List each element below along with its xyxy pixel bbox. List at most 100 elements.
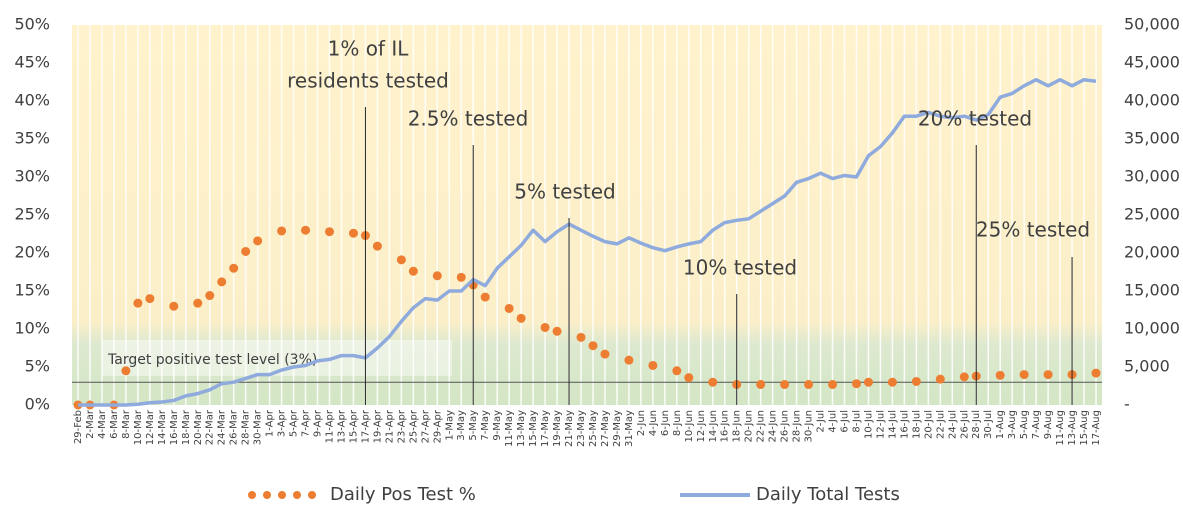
x-tick-label: 12-Jun xyxy=(696,410,707,443)
y2-tick-label: 20,000 xyxy=(1124,243,1180,262)
legend-swatch xyxy=(263,491,271,499)
x-tick-label: 4-Mar xyxy=(97,409,108,439)
x-tick-label: 8-Mar xyxy=(121,409,132,439)
data-dot xyxy=(217,277,227,287)
x-tick-label: 4-Jul xyxy=(828,410,839,433)
data-dot xyxy=(301,225,311,235)
x-tick-label: 6-Mar xyxy=(109,409,120,439)
x-tick-label: 27-May xyxy=(600,410,611,447)
x-tick-label: 10-Mar xyxy=(133,409,144,445)
data-dot xyxy=(911,376,921,386)
data-dot xyxy=(325,227,334,237)
x-tick-label: 16-Jul xyxy=(899,410,910,439)
x-tick-label: 18-Jun xyxy=(732,410,743,443)
legend-label: Daily Pos Test % xyxy=(330,484,476,505)
x-tick-label: 30-Jul xyxy=(983,410,994,439)
annotation-text: residents tested xyxy=(287,69,449,93)
x-tick-label: 5-May xyxy=(468,410,479,441)
data-dot xyxy=(1019,370,1029,380)
x-tick-label: 16-Mar xyxy=(169,409,180,445)
data-dot xyxy=(552,326,562,336)
x-tick-label: 21-May xyxy=(564,410,575,447)
x-tick-label: 30-Jun xyxy=(804,410,815,443)
x-tick-label: 12-Mar xyxy=(145,409,156,445)
x-tick-label: 8-Jun xyxy=(672,410,683,436)
annotation-text: 2.5% tested xyxy=(408,107,529,131)
data-dot xyxy=(348,228,358,238)
data-dot xyxy=(169,301,179,311)
x-tick-label: 4-Jun xyxy=(648,410,659,436)
x-tick-label: 7-May xyxy=(480,410,491,441)
data-dot xyxy=(253,236,263,246)
x-tick-label: 26-Mar xyxy=(229,409,240,445)
x-tick-label: 17-Apr xyxy=(360,409,371,443)
y2-tick-label: - xyxy=(1124,395,1130,414)
x-tick-label: 23-Apr xyxy=(396,409,407,443)
x-tick-label: 15-Apr xyxy=(348,409,359,443)
y-tick-label: 25% xyxy=(14,205,50,224)
x-tick-label: 19-Apr xyxy=(372,409,383,443)
x-tick-label: 29-Feb xyxy=(73,410,84,444)
x-tick-label: 10-Jul xyxy=(863,410,874,439)
data-dot xyxy=(851,379,861,389)
x-tick-label: 3-Aug xyxy=(1007,410,1018,439)
x-tick-label: 14-Jul xyxy=(887,410,898,439)
x-tick-label: 22-Mar xyxy=(205,409,216,445)
y-tick-label: 10% xyxy=(14,319,50,338)
data-dot xyxy=(588,341,598,351)
data-dot xyxy=(145,294,155,304)
x-tick-label: 26-Jun xyxy=(780,410,791,443)
data-dot xyxy=(121,366,131,376)
x-tick-label: 12-Jul xyxy=(875,410,886,439)
data-dot xyxy=(828,379,838,389)
data-dot xyxy=(408,266,418,276)
legend-swatch xyxy=(248,491,256,499)
legend-label: Daily Total Tests xyxy=(756,484,900,505)
y2-tick-label: 5,000 xyxy=(1124,357,1170,376)
x-tick-label: 11-May xyxy=(504,410,515,447)
x-tick-label: 20-Mar xyxy=(193,409,204,445)
x-tick-label: 7-Aug xyxy=(1031,410,1042,439)
x-tick-label: 9-Aug xyxy=(1043,410,1054,439)
data-line xyxy=(77,77,1097,407)
y2-tick-label: 10,000 xyxy=(1124,319,1180,338)
data-dot xyxy=(648,360,658,370)
x-tick-label: 13-Apr xyxy=(336,409,347,443)
y2-tick-label: 40,000 xyxy=(1124,91,1180,110)
data-dot xyxy=(672,366,682,376)
data-dot xyxy=(863,377,873,387)
data-dot xyxy=(624,355,634,365)
legend-swatch xyxy=(308,491,316,499)
y-tick-label: 0% xyxy=(25,395,50,414)
data-dot xyxy=(1043,370,1053,380)
x-tick-label: 22-Jul xyxy=(935,410,946,439)
x-tick-label: 13-May xyxy=(516,410,527,447)
x-tick-label: 26-Jul xyxy=(959,410,970,439)
y2-tick-label: 45,000 xyxy=(1124,53,1180,72)
x-tick-label: 15-Aug xyxy=(1079,410,1090,446)
data-dot xyxy=(241,246,251,256)
y-tick-label: 50% xyxy=(14,15,50,34)
data-dot xyxy=(576,332,586,342)
annotation-text: 5% tested xyxy=(514,180,616,204)
x-tick-label: 20-Jun xyxy=(744,410,755,443)
data-dot xyxy=(600,349,610,359)
y-tick-label: 20% xyxy=(14,243,50,262)
x-tick-label: 2-Jul xyxy=(816,410,827,433)
x-tick-label: 9-Apr xyxy=(313,409,324,437)
data-dot xyxy=(205,291,215,301)
target-label: Target positive test level (3%) xyxy=(107,352,317,368)
x-tick-label: 18-Mar xyxy=(181,409,192,445)
data-dot xyxy=(133,298,143,308)
x-tick-label: 19-May xyxy=(552,410,563,447)
y2-tick-label: 30,000 xyxy=(1124,167,1180,186)
x-tick-label: 15-May xyxy=(528,410,539,447)
annotation-text: 1% of IL xyxy=(328,37,410,61)
x-tick-label: 28-Jul xyxy=(971,410,982,439)
data-dot xyxy=(1091,368,1101,378)
data-dot xyxy=(480,292,490,302)
x-tick-label: 24-Mar xyxy=(217,409,228,445)
y2-tick-label: 35,000 xyxy=(1124,129,1180,148)
y2-tick-label: 15,000 xyxy=(1124,281,1180,300)
